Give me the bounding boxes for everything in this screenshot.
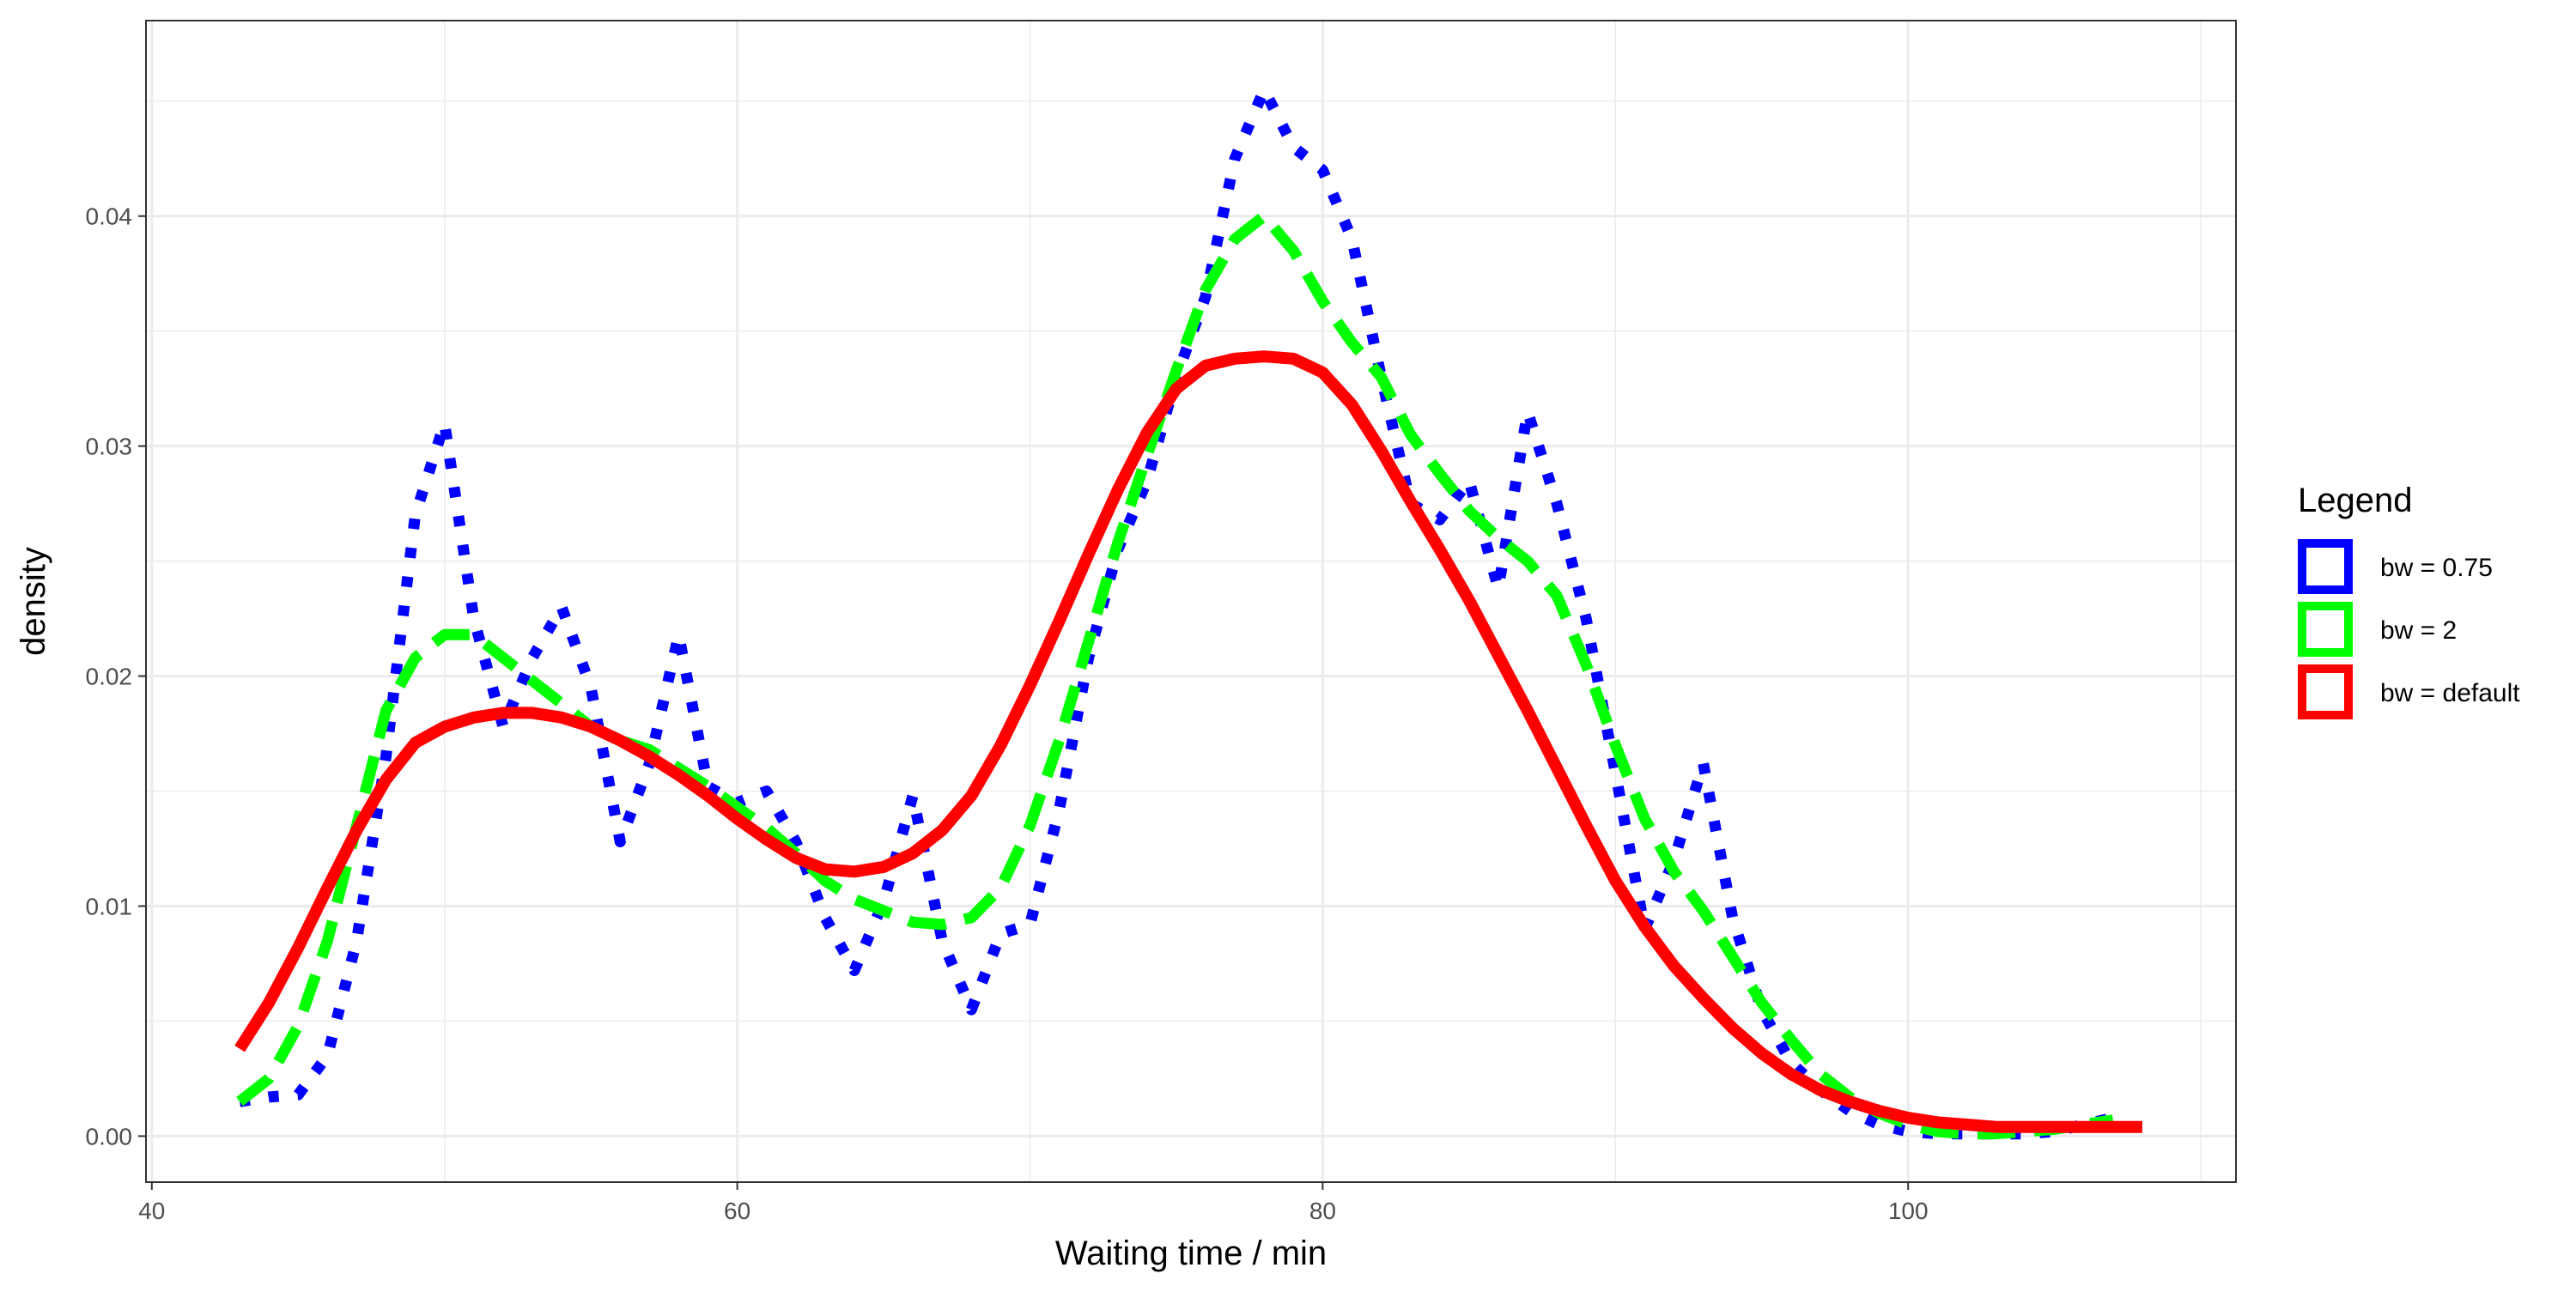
legend-title: Legend [2298,482,2412,519]
series-line-bw-2 [236,210,2114,1140]
y-tick-label: 0.00 [86,1123,133,1149]
legend-label: bw = 0.75 [2380,554,2493,582]
x-tick-label: 40 [138,1198,165,1224]
x-tick-label: 100 [1888,1198,1929,1224]
legend-label: bw = default [2380,679,2520,707]
series-lines [234,83,2142,1140]
grid-lines [146,21,2236,1182]
series-line-bw-default [234,350,2142,1133]
legend-key [2298,539,2353,594]
y-tick-label: 0.01 [86,893,133,919]
axes: 40 60 80 100 0.00 0.01 0.02 0.03 0.04 [86,203,1929,1224]
plot-panel-border [145,20,2237,1183]
legend-label: bw = 2 [2380,616,2457,645]
legend-key [2298,664,2353,719]
x-axis-title: Waiting time / min [1055,1234,1327,1272]
x-tick-label: 80 [1309,1198,1336,1224]
legend: Legend bw = 0.75 bw = 2 bw = default [2298,482,2520,719]
legend-key [2298,602,2353,657]
y-tick-label: 0.03 [86,434,133,460]
y-axis-title: density [15,547,52,656]
y-tick-label: 0.02 [86,664,133,690]
plot-background [146,21,2236,1182]
y-tick-label: 0.04 [86,203,133,230]
x-tick-label: 60 [724,1198,750,1224]
